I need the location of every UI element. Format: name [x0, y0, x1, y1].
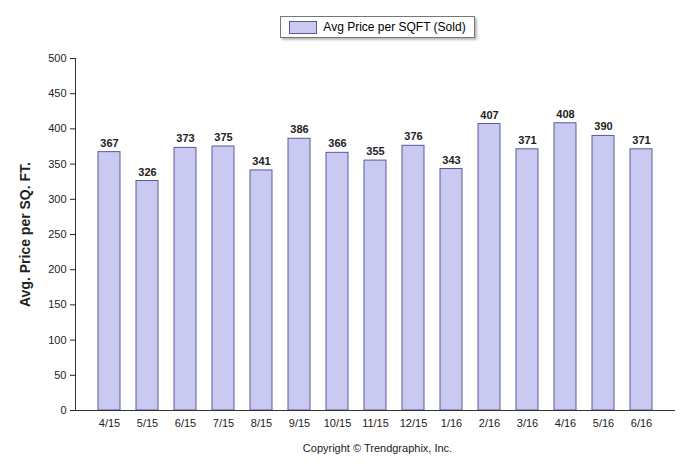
- svg-text:355: 355: [366, 145, 384, 157]
- svg-text:373: 373: [176, 132, 194, 144]
- svg-text:2/16: 2/16: [479, 417, 500, 429]
- svg-text:371: 371: [518, 134, 536, 146]
- svg-text:6/16: 6/16: [631, 417, 652, 429]
- svg-text:326: 326: [138, 166, 156, 178]
- svg-text:150: 150: [48, 298, 66, 310]
- svg-text:4/15: 4/15: [99, 417, 120, 429]
- svg-text:3/16: 3/16: [517, 417, 538, 429]
- svg-text:366: 366: [328, 137, 346, 149]
- svg-text:1/16: 1/16: [441, 417, 462, 429]
- svg-text:343: 343: [442, 154, 460, 166]
- html-text:Copyright © Trendgraphix, Inc.: Copyright © Trendgraphix, Inc.: [302, 442, 453, 454]
- svg-text:341: 341: [252, 155, 270, 167]
- svg-text:375: 375: [214, 131, 232, 143]
- svg-text:Avg. Price per SQ. FT.: Avg. Price per SQ. FT.: [17, 162, 33, 307]
- svg-text:8/15: 8/15: [251, 417, 272, 429]
- svg-text:350: 350: [48, 158, 66, 170]
- svg-text:386: 386: [290, 123, 308, 135]
- svg-text:6/15: 6/15: [175, 417, 196, 429]
- svg-text:500: 500: [48, 52, 66, 64]
- svg-text:200: 200: [48, 263, 66, 275]
- svg-text:7/15: 7/15: [213, 417, 234, 429]
- svg-text:390: 390: [594, 120, 612, 132]
- svg-text:407: 407: [480, 108, 498, 120]
- html-text:Avg Price per SQFT (Sold): Avg Price per SQFT (Sold): [323, 20, 466, 34]
- svg-text:400: 400: [48, 122, 66, 134]
- svg-text:367: 367: [100, 137, 118, 149]
- svg-text:12/15: 12/15: [400, 417, 428, 429]
- svg-text:5/16: 5/16: [593, 417, 614, 429]
- svg-text:9/15: 9/15: [289, 417, 310, 429]
- svg-text:4/16: 4/16: [555, 417, 576, 429]
- svg-text:300: 300: [48, 193, 66, 205]
- svg-text:5/15: 5/15: [137, 417, 158, 429]
- svg-text:376: 376: [404, 130, 422, 142]
- svg-text:450: 450: [48, 87, 66, 99]
- svg-text:371: 371: [632, 134, 650, 146]
- svg-text:0: 0: [60, 404, 66, 416]
- svg-text:100: 100: [48, 334, 66, 346]
- svg-text:50: 50: [54, 369, 66, 381]
- svg-text:11/15: 11/15: [362, 417, 389, 429]
- svg-text:250: 250: [48, 228, 66, 240]
- svg-text:408: 408: [556, 108, 574, 120]
- svg-text:10/15: 10/15: [324, 417, 352, 429]
